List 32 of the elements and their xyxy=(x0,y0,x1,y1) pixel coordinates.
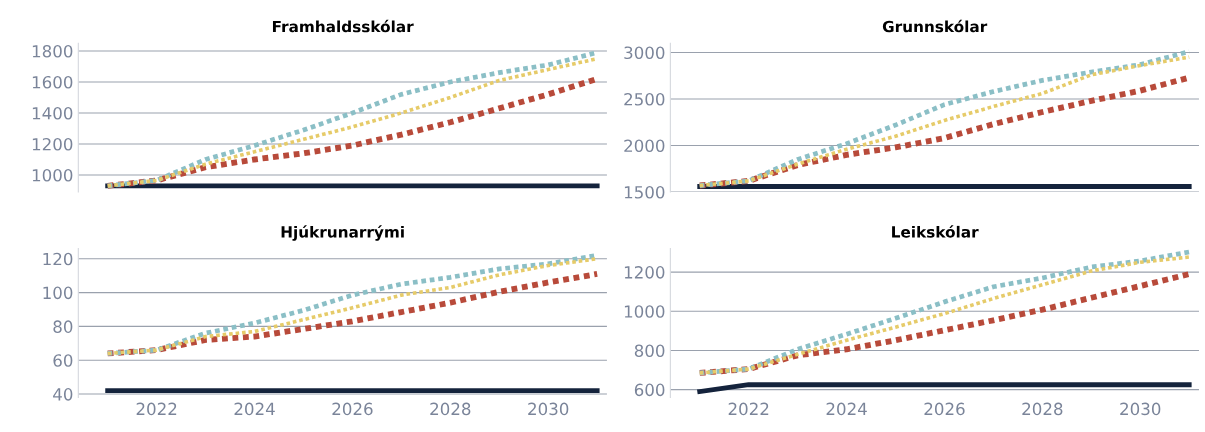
y-tick-label: 60 xyxy=(53,354,73,367)
chart-title: Hjúkrunarrými xyxy=(281,225,404,241)
x-tick-label: 2024 xyxy=(234,402,275,416)
y-tick-label: 3000 xyxy=(624,46,665,60)
x-tick-label: 2024 xyxy=(826,402,867,416)
y-tick-label: 40 xyxy=(53,388,73,401)
y-tick-label: 1000 xyxy=(32,168,73,182)
x-tick-label: 2022 xyxy=(136,402,177,416)
x-tick-label: 2030 xyxy=(1120,402,1161,416)
y-tick-label: 2000 xyxy=(624,139,665,153)
y-tick-label: 600 xyxy=(634,383,665,397)
y-tick-label: 2500 xyxy=(624,92,665,106)
chart-title: Leikskólar xyxy=(892,225,979,238)
y-tick-label: 1600 xyxy=(32,75,73,89)
y-tick-label: 1000 xyxy=(624,305,665,318)
x-tick-label: 2026 xyxy=(924,402,965,416)
chart-title: Framhaldsskólar xyxy=(272,19,414,33)
y-tick-label: 120 xyxy=(43,252,73,266)
y-tick-label: 100 xyxy=(43,286,73,300)
x-tick-label: 2026 xyxy=(332,402,373,416)
y-tick-label: 1400 xyxy=(32,106,73,120)
x-tick-label: 2028 xyxy=(1022,402,1063,416)
y-tick-label: 1200 xyxy=(624,266,665,279)
y-tick-label: 800 xyxy=(634,344,665,358)
chart-title: Grunnskólar xyxy=(882,19,988,33)
y-tick-label: 1800 xyxy=(32,44,73,58)
y-tick-label: 80 xyxy=(53,320,73,333)
y-tick-label: 1200 xyxy=(32,137,73,151)
x-tick-label: 2022 xyxy=(728,402,769,416)
y-tick-label: 1500 xyxy=(624,186,665,199)
x-tick-label: 2030 xyxy=(528,402,569,416)
x-tick-label: 2028 xyxy=(430,402,471,416)
